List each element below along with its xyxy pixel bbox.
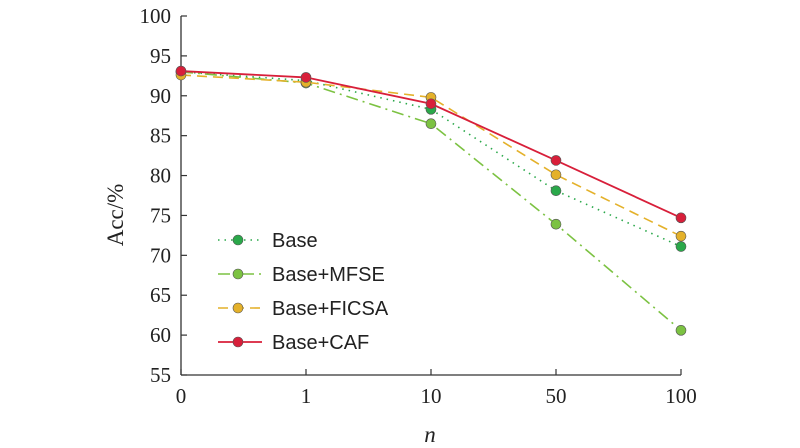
legend-label-base-caf: Base+CAF	[272, 332, 369, 354]
data-point-base-caf	[425, 98, 437, 110]
data-point-base-mfse	[425, 118, 437, 129]
data-point-base-ficsa	[550, 169, 562, 181]
data-point-base-caf	[300, 72, 312, 83]
y-tick-label: 80	[150, 164, 171, 188]
legend-label-base-mfse: Base+MFSE	[272, 264, 385, 286]
y-axis-title: Acc/%	[103, 184, 128, 247]
legend-marker-base-mfse	[232, 268, 244, 280]
x-tick-label: 50	[546, 384, 567, 408]
y-tick-label: 55	[150, 363, 171, 387]
y-tick-label: 70	[150, 243, 171, 267]
y-tick-label: 100	[140, 4, 172, 28]
legend-marker-base-caf	[232, 336, 244, 348]
x-tick-label: 0	[176, 384, 187, 408]
y-tick-label: 75	[150, 203, 171, 227]
legend-label-base-ficsa: Base+FICSA	[272, 298, 389, 320]
legend-marker-base-ficsa	[232, 302, 244, 314]
x-tick-label: 1	[301, 384, 312, 408]
y-tick-label: 65	[150, 283, 171, 307]
legend-label-base: Base	[272, 230, 318, 252]
data-point-base-ficsa	[675, 230, 687, 242]
x-axis-title: n	[424, 422, 436, 447]
legend-marker-base	[232, 234, 244, 246]
y-tick-label: 85	[150, 124, 171, 148]
data-point-base-caf	[175, 65, 187, 77]
data-point-base-mfse	[550, 218, 562, 230]
y-tick-label: 60	[150, 323, 171, 347]
x-tick-label: 10	[421, 384, 442, 408]
data-point-base	[550, 185, 562, 197]
y-tick-label: 90	[150, 84, 171, 108]
x-tick-label: 100	[665, 384, 697, 408]
data-point-base-caf	[675, 212, 687, 224]
data-point-base	[675, 241, 687, 252]
series-line-base-ficsa	[180, 74, 682, 237]
data-point-base-mfse	[675, 325, 687, 336]
data-point-base-caf	[550, 155, 562, 166]
y-tick-label: 95	[150, 44, 171, 68]
